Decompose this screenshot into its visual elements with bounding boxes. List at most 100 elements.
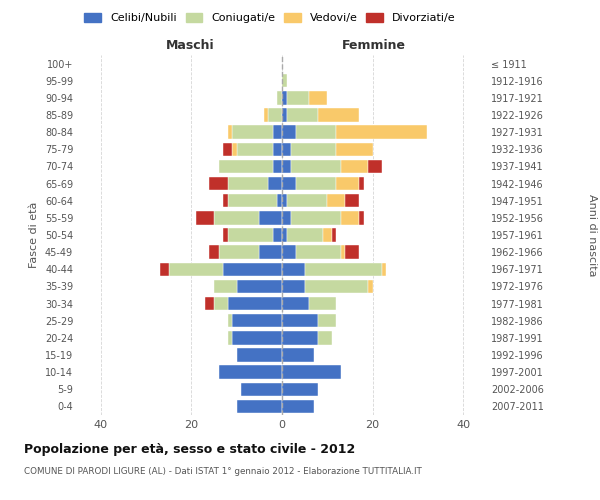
Bar (291, 142, 337, 156)
Bar (282, 211, 291, 224)
Bar (227, 314, 232, 328)
Bar (323, 228, 332, 241)
Bar (291, 211, 341, 224)
Bar (287, 108, 318, 122)
Text: COMUNE DI PARODI LIGURE (AL) - Dati ISTAT 1° gennaio 2012 - Elaborazione TUTTITA: COMUNE DI PARODI LIGURE (AL) - Dati ISTA… (24, 468, 422, 476)
Bar (160, 262, 169, 276)
Bar (341, 246, 346, 259)
Text: Femmine: Femmine (342, 38, 406, 52)
Bar (296, 246, 341, 259)
Bar (318, 108, 359, 122)
Bar (328, 194, 346, 207)
Bar (232, 142, 236, 156)
Bar (236, 400, 282, 413)
Bar (359, 177, 364, 190)
Bar (268, 177, 282, 190)
Bar (169, 262, 223, 276)
Bar (282, 382, 318, 396)
Bar (282, 246, 296, 259)
Bar (273, 142, 282, 156)
Text: Popolazione per età, sesso e stato civile - 2012: Popolazione per età, sesso e stato civil… (24, 442, 355, 456)
Bar (346, 194, 359, 207)
Bar (227, 194, 277, 207)
Bar (287, 228, 323, 241)
Bar (236, 348, 282, 362)
Y-axis label: Anni di nascita: Anni di nascita (587, 194, 596, 276)
Bar (282, 142, 291, 156)
Bar (236, 280, 282, 293)
Bar (282, 348, 314, 362)
Text: Maschi: Maschi (166, 38, 215, 52)
Bar (318, 331, 332, 344)
Bar (282, 262, 305, 276)
Bar (282, 194, 287, 207)
Bar (346, 246, 359, 259)
Bar (337, 126, 427, 139)
Bar (209, 246, 218, 259)
Bar (232, 331, 282, 344)
Bar (232, 314, 282, 328)
Bar (223, 194, 227, 207)
Bar (309, 297, 337, 310)
Bar (341, 211, 359, 224)
Bar (282, 400, 314, 413)
Bar (227, 297, 282, 310)
Bar (223, 228, 227, 241)
Bar (268, 108, 282, 122)
Bar (341, 160, 368, 173)
Bar (205, 297, 214, 310)
Bar (214, 280, 236, 293)
Bar (232, 126, 273, 139)
Bar (214, 211, 259, 224)
Bar (236, 142, 273, 156)
Bar (359, 211, 364, 224)
Bar (264, 108, 268, 122)
Legend: Celibi/Nubili, Coniugati/e, Vedovi/e, Divorziati/e: Celibi/Nubili, Coniugati/e, Vedovi/e, Di… (80, 8, 460, 28)
Bar (287, 194, 328, 207)
Bar (282, 280, 305, 293)
Bar (291, 160, 341, 173)
Bar (241, 382, 282, 396)
Bar (218, 366, 282, 379)
Bar (227, 331, 232, 344)
Bar (296, 177, 337, 190)
Bar (196, 211, 214, 224)
Bar (382, 262, 386, 276)
Bar (368, 160, 382, 173)
Bar (218, 246, 259, 259)
Bar (287, 91, 309, 104)
Bar (282, 366, 341, 379)
Bar (277, 194, 282, 207)
Bar (214, 297, 227, 310)
Bar (277, 91, 282, 104)
Bar (227, 228, 273, 241)
Bar (259, 211, 282, 224)
Bar (282, 314, 318, 328)
Bar (282, 228, 287, 241)
Bar (305, 280, 368, 293)
Bar (218, 160, 273, 173)
Y-axis label: Fasce di età: Fasce di età (29, 202, 39, 268)
Bar (296, 126, 337, 139)
Bar (337, 142, 373, 156)
Bar (282, 160, 291, 173)
Bar (282, 331, 318, 344)
Bar (223, 142, 232, 156)
Bar (282, 126, 296, 139)
Bar (282, 177, 296, 190)
Bar (259, 246, 282, 259)
Bar (282, 108, 287, 122)
Bar (318, 314, 337, 328)
Bar (227, 177, 268, 190)
Bar (309, 91, 328, 104)
Bar (282, 74, 287, 88)
Bar (337, 177, 359, 190)
Bar (273, 126, 282, 139)
Bar (305, 262, 382, 276)
Bar (368, 280, 373, 293)
Bar (332, 228, 337, 241)
Bar (227, 126, 232, 139)
Bar (273, 228, 282, 241)
Bar (223, 262, 282, 276)
Bar (282, 91, 287, 104)
